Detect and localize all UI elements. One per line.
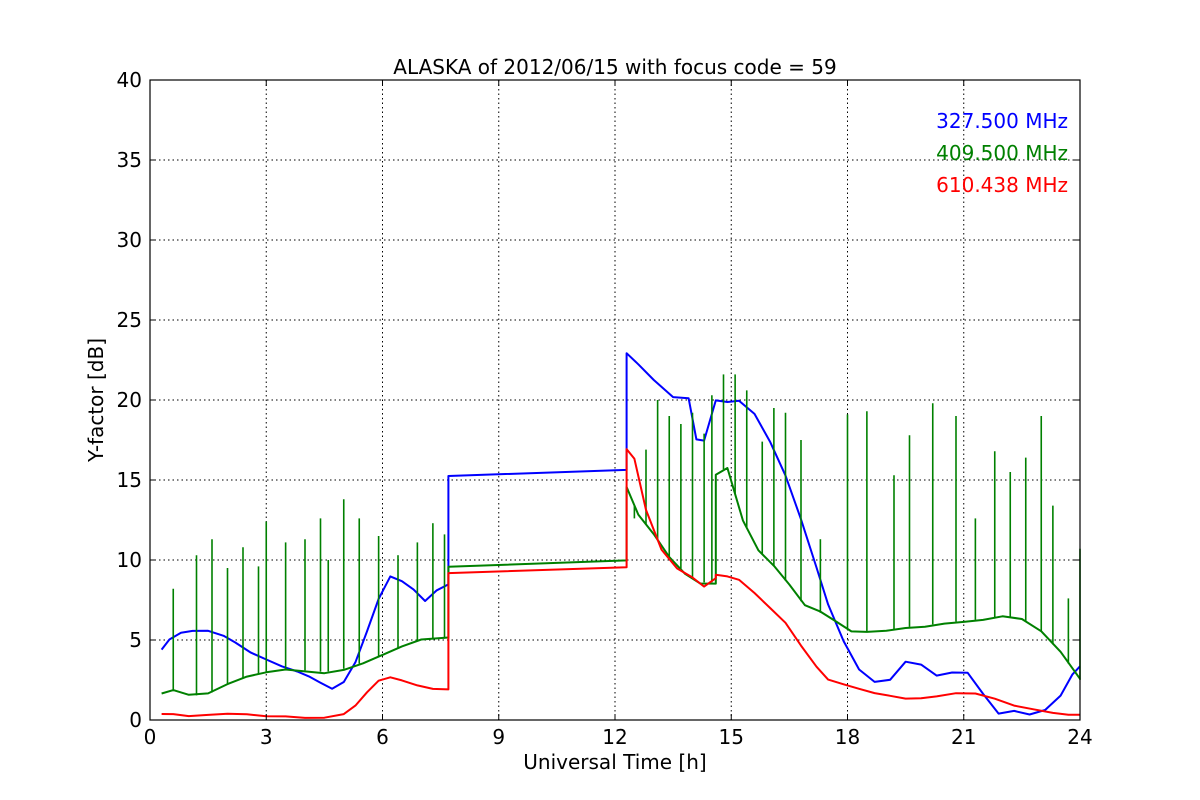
x-tick-label: 6 xyxy=(376,725,389,749)
x-tick-label: 3 xyxy=(260,725,273,749)
legend-entry: 409.500 MHz xyxy=(936,141,1068,165)
series-line xyxy=(161,448,1081,719)
y-tick-label: 30 xyxy=(117,228,142,252)
axis-ticks: 0 3 6 9 12 15 18 21 24 0 5 10 15 20 25 30 35 40 xyxy=(117,68,1093,749)
y-tick-label: 0 xyxy=(129,708,142,732)
y-axis-label: Y-factor [dB] xyxy=(84,338,108,463)
y-tick-label: 35 xyxy=(117,148,142,172)
y-tick-label: 5 xyxy=(129,628,142,652)
y-tick-label: 10 xyxy=(117,548,142,572)
y-tick-label: 20 xyxy=(117,388,142,412)
y-tick-label: 15 xyxy=(117,468,142,492)
legend-entry: 610.438 MHz xyxy=(936,173,1068,197)
x-tick-label: 0 xyxy=(144,725,157,749)
x-tick-label: 24 xyxy=(1067,725,1092,749)
legend: 327.500 MHz 409.500 MHz 610.438 MHz xyxy=(936,109,1068,197)
x-tick-label: 9 xyxy=(492,725,505,749)
x-tick-label: 21 xyxy=(951,725,976,749)
series-layer xyxy=(160,352,1081,719)
x-tick-label: 12 xyxy=(602,725,627,749)
y-tick-label: 40 xyxy=(117,68,142,92)
x-tick-label: 15 xyxy=(719,725,744,749)
x-tick-label: 18 xyxy=(835,725,860,749)
legend-entry: 327.500 MHz xyxy=(936,109,1068,133)
chart-title: ALASKA of 2012/06/15 with focus code = 5… xyxy=(393,55,836,79)
x-axis-label: Universal Time [h] xyxy=(523,750,706,774)
y-tick-label: 25 xyxy=(117,308,142,332)
